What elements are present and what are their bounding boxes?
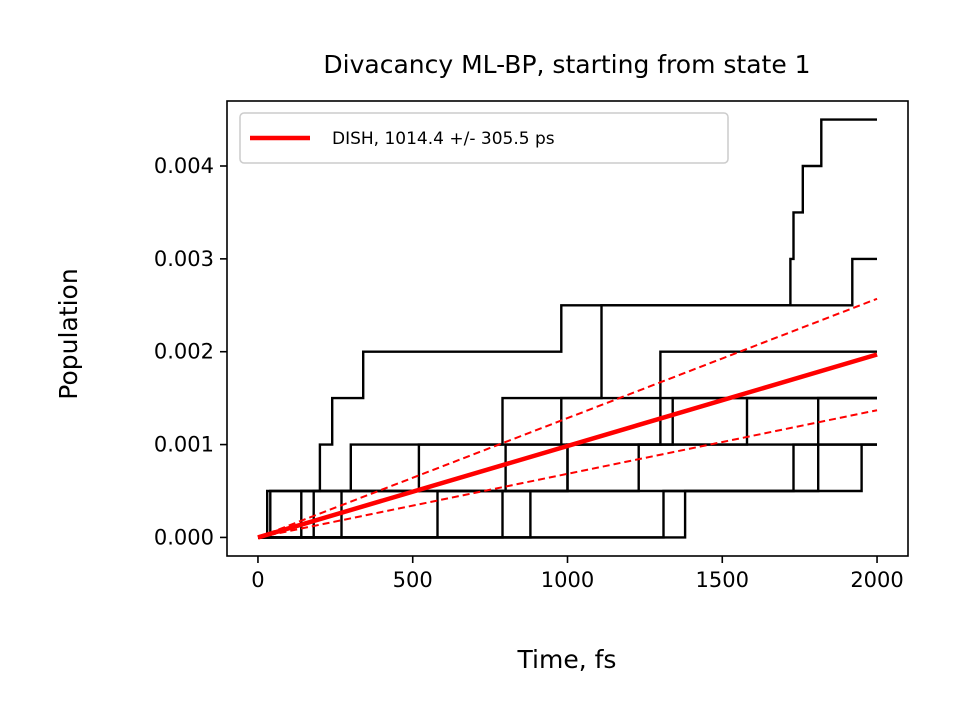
dish-fit-bound-line-2 [257, 409, 878, 539]
y-tick-label: 0.003 [154, 247, 214, 271]
y-axis-label: Population [54, 268, 83, 399]
y-tick-label: 0.004 [154, 154, 214, 178]
trajectory-step-line-4 [258, 396, 877, 539]
y-tick-label: 0.000 [154, 525, 214, 549]
trajectory-step-line-3 [258, 350, 877, 539]
legend: DISH, 1014.4 +/- 305.5 ps [239, 112, 729, 164]
dish-fit-bound-line-1 [257, 297, 878, 539]
axis-ticks: 0 500 1000 1500 2000 0.000 0.001 0.002 0.003 0.00… [154, 154, 904, 592]
y-tick-label: 0.002 [154, 340, 214, 364]
y-tick-label: 0.001 [154, 433, 214, 457]
legend-box [239, 112, 729, 164]
chart-title: Divacancy ML-BP, starting from state 1 [323, 50, 810, 79]
trajectory-step-line-1 [258, 118, 877, 539]
trajectory-step-line-2 [258, 257, 877, 539]
x-tick-label: 500 [393, 568, 433, 592]
x-axis-label: Time, fs [517, 645, 617, 674]
plot-area [257, 118, 878, 540]
dish-fit-line [257, 352, 878, 540]
x-tick-label: 2000 [850, 568, 903, 592]
x-tick-label: 0 [251, 568, 264, 592]
legend-label: DISH, 1014.4 +/- 305.5 ps [332, 129, 555, 149]
x-tick-label: 1000 [541, 568, 594, 592]
x-tick-label: 1500 [696, 568, 749, 592]
trajectory-step-line-10 [258, 396, 877, 539]
